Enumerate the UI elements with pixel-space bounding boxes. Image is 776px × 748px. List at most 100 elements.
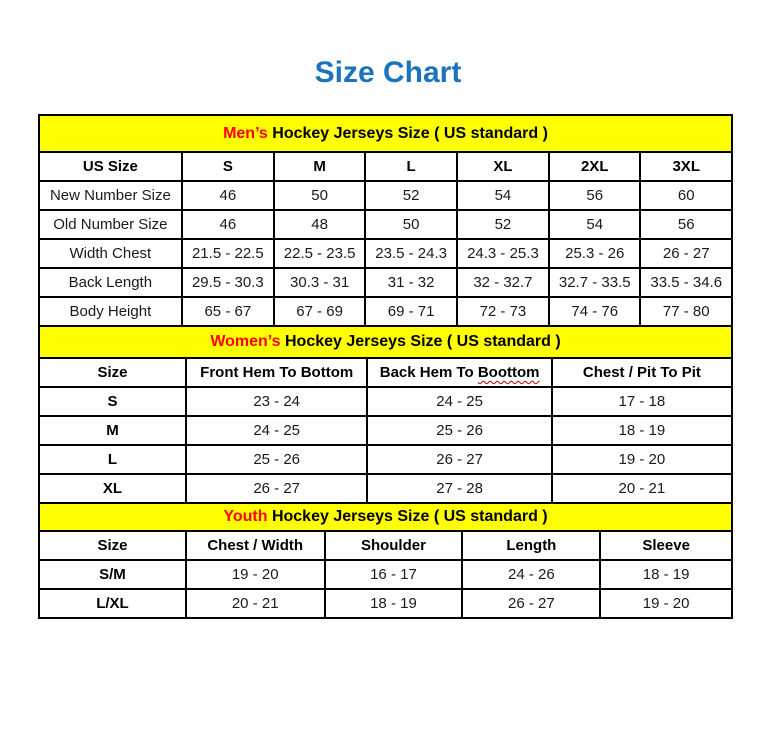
cell: 25 - 26 xyxy=(184,444,369,475)
youth-banner-highlight: Youth xyxy=(223,508,268,525)
cell: 56 xyxy=(639,209,733,240)
womens-section-banner: Women’s Hockey Jerseys Size ( US standar… xyxy=(38,325,733,359)
womens-section: Women’s Hockey Jerseys Size ( US standar… xyxy=(38,325,734,504)
row-label: M xyxy=(38,415,187,446)
cell: 24 - 25 xyxy=(366,386,553,417)
cell: 46 xyxy=(180,180,275,211)
cell: 18 - 19 xyxy=(599,559,733,590)
cell: 50 xyxy=(364,209,458,240)
column-header-text: Back Hem To xyxy=(379,364,478,381)
cell: 30.3 - 31 xyxy=(272,267,367,298)
youth-size-table: Size Chest / Width Shoulder Length Sleeve S/M… xyxy=(38,530,733,619)
womens-banner-text: Hockey Jerseys Size ( US standard ) xyxy=(280,333,561,350)
cell: 21.5 - 22.5 xyxy=(180,238,275,269)
cell: 69 - 71 xyxy=(364,296,458,327)
youth-section: Youth Hockey Jerseys Size ( US standard … xyxy=(38,502,733,619)
cell: 77 - 80 xyxy=(639,296,733,327)
column-header: 3XL xyxy=(639,151,733,182)
cell: 16 - 17 xyxy=(323,559,464,590)
row-label: S/M xyxy=(38,559,187,590)
cell: 19 - 20 xyxy=(184,559,326,590)
cell: 25.3 - 26 xyxy=(547,238,642,269)
column-header: M xyxy=(272,151,367,182)
cell: 67 - 69 xyxy=(272,296,367,327)
cell: 26 - 27 xyxy=(366,444,553,475)
table-row: S 23 - 24 24 - 25 17 - 18 xyxy=(38,386,734,417)
cell: 72 - 73 xyxy=(455,296,551,327)
row-label: L/XL xyxy=(38,588,187,619)
column-header: Back Hem To Boottom xyxy=(366,357,553,388)
cell: 24 - 25 xyxy=(184,415,369,446)
column-header: Size xyxy=(38,357,187,388)
cell: 52 xyxy=(364,180,458,211)
cell: 20 - 21 xyxy=(184,588,326,619)
cell: 19 - 20 xyxy=(550,444,734,475)
cell: 20 - 21 xyxy=(550,473,734,504)
cell: 48 xyxy=(272,209,367,240)
row-label: S xyxy=(38,386,187,417)
table-row: Body Height 65 - 67 67 - 69 69 - 71 72 - 73 7… xyxy=(38,296,733,327)
cell: 32 - 32.7 xyxy=(455,267,551,298)
cell: 18 - 19 xyxy=(550,415,734,446)
cell: 27 - 28 xyxy=(366,473,553,504)
cell: 24.3 - 25.3 xyxy=(455,238,551,269)
cell: 23.5 - 24.3 xyxy=(364,238,458,269)
column-header: L xyxy=(364,151,458,182)
cell: 24 - 26 xyxy=(461,559,602,590)
table-row: Old Number Size 46 48 50 52 54 56 xyxy=(38,209,733,240)
cell: 33.5 - 34.6 xyxy=(639,267,733,298)
table-row: New Number Size 46 50 52 54 56 60 xyxy=(38,180,733,211)
column-header: S xyxy=(180,151,275,182)
womens-banner-highlight: Women’s xyxy=(210,333,281,350)
column-header: US Size xyxy=(38,151,183,182)
cell: 60 xyxy=(639,180,733,211)
mens-section: Men’s Hockey Jerseys Size ( US standard … xyxy=(38,114,733,327)
header-row: US Size S M L XL 2XL 3XL xyxy=(38,151,733,182)
size-chart: Men’s Hockey Jerseys Size ( US standard … xyxy=(38,114,734,619)
cell: 25 - 26 xyxy=(366,415,553,446)
youth-banner-text: Hockey Jerseys Size ( US standard ) xyxy=(267,508,548,525)
mens-size-table: US Size S M L XL 2XL 3XL New Number Size 46 50 52 5… xyxy=(38,151,733,327)
cell: 46 xyxy=(180,209,275,240)
misspelled-word: Boottom xyxy=(477,364,540,381)
column-header: 2XL xyxy=(547,151,642,182)
table-row: S/M 19 - 20 16 - 17 24 - 26 18 - 19 xyxy=(38,559,733,590)
mens-banner-highlight: Men’s xyxy=(223,124,268,142)
cell: 65 - 67 xyxy=(180,296,275,327)
page-title: Size Chart xyxy=(314,56,462,89)
cell: 26 - 27 xyxy=(184,473,369,504)
size-chart-page: Size Chart Men’s Hockey Jerseys Size ( U… xyxy=(0,56,776,748)
cell: 74 - 76 xyxy=(547,296,642,327)
column-header: XL xyxy=(455,151,551,182)
cell: 22.5 - 23.5 xyxy=(272,238,367,269)
table-row: L 25 - 26 26 - 27 19 - 20 xyxy=(38,444,734,475)
mens-banner-text: Hockey Jerseys Size ( US standard ) xyxy=(267,124,548,142)
cell: 50 xyxy=(272,180,367,211)
cell: 52 xyxy=(455,209,551,240)
youth-section-banner: Youth Hockey Jerseys Size ( US standard … xyxy=(38,502,733,532)
column-header: Chest / Width xyxy=(184,530,326,561)
header-row: Size Chest / Width Shoulder Length Sleeve xyxy=(38,530,733,561)
womens-size-table: Size Front Hem To Bottom Back Hem To Boott… xyxy=(38,357,734,504)
cell: 26 - 27 xyxy=(639,238,733,269)
row-label: Body Height xyxy=(38,296,183,327)
column-header: Sleeve xyxy=(599,530,733,561)
column-header: Shoulder xyxy=(323,530,464,561)
row-label: XL xyxy=(38,473,187,504)
row-label: Back Length xyxy=(38,267,183,298)
cell: 56 xyxy=(547,180,642,211)
row-label: Width Chest xyxy=(38,238,183,269)
row-label: L xyxy=(38,444,187,475)
cell: 18 - 19 xyxy=(323,588,464,619)
table-row: Back Length 29.5 - 30.3 30.3 - 31 31 - 32 32… xyxy=(38,267,733,298)
cell: 19 - 20 xyxy=(599,588,733,619)
cell: 26 - 27 xyxy=(461,588,602,619)
table-row: M 24 - 25 25 - 26 18 - 19 xyxy=(38,415,734,446)
header-row: Size Front Hem To Bottom Back Hem To Boott… xyxy=(38,357,734,388)
cell: 29.5 - 30.3 xyxy=(180,267,275,298)
cell: 23 - 24 xyxy=(184,386,369,417)
mens-section-banner: Men’s Hockey Jerseys Size ( US standard … xyxy=(38,114,733,153)
row-label: Old Number Size xyxy=(38,209,183,240)
cell: 54 xyxy=(455,180,551,211)
cell: 17 - 18 xyxy=(550,386,734,417)
